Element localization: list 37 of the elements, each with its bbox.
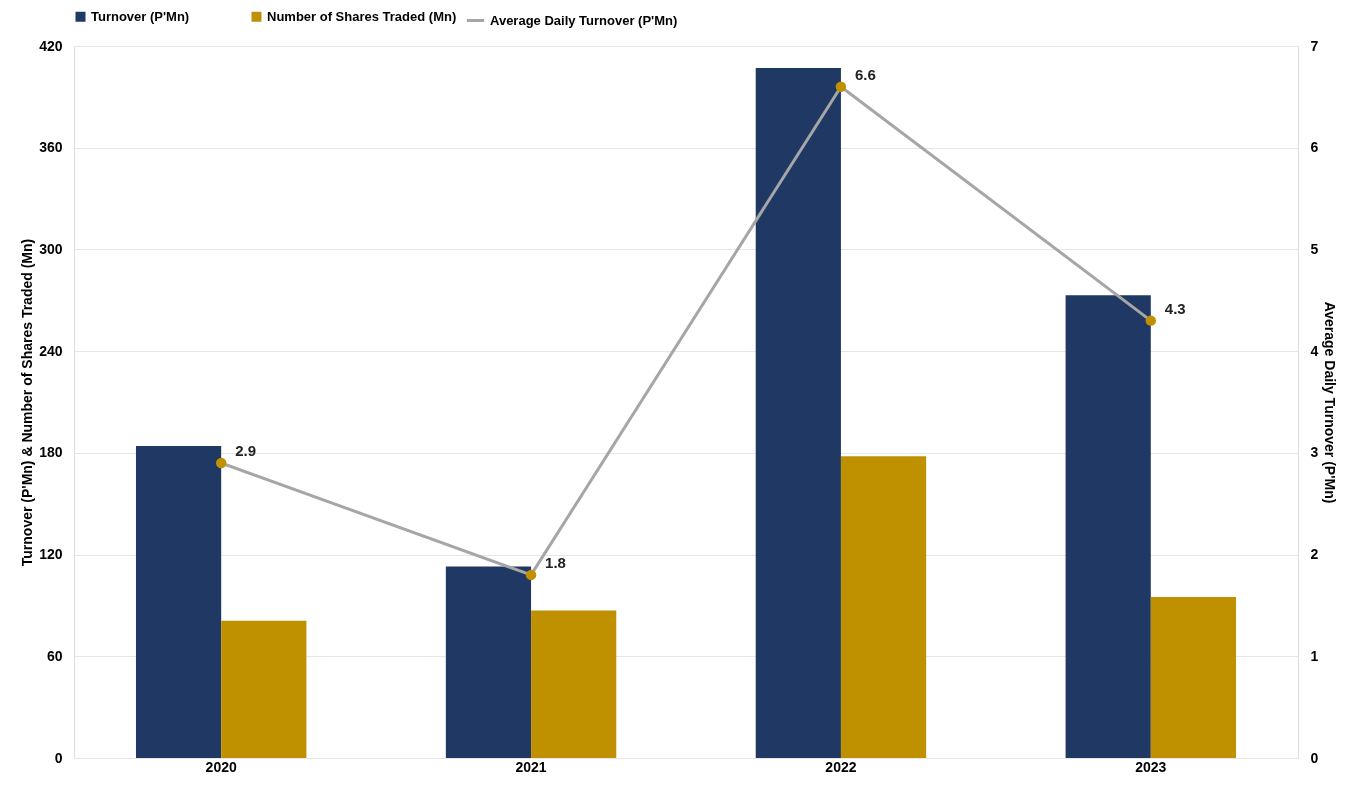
legend-label: Number of Shares Traded (Mn)	[267, 8, 457, 24]
y-tick-label: 60	[46, 647, 63, 664]
x-tick-label: 2023	[1135, 758, 1167, 775]
y-axis-title: Turnover (P'Mn) & Number of Shares Traded (Mn)	[19, 238, 36, 567]
bar	[1065, 295, 1151, 758]
bar	[531, 610, 617, 758]
y2-tick-label: 7	[1310, 37, 1319, 54]
y-tick-label: 420	[39, 37, 63, 54]
y2-tick-label: 0	[1310, 749, 1319, 766]
legend-label: Turnover (P'Mn)	[91, 8, 190, 24]
y-tick-label: 180	[39, 444, 63, 461]
y-tick-label: 360	[39, 139, 63, 156]
y-tick-label: 240	[39, 342, 63, 359]
y-tick-label: 300	[39, 240, 63, 257]
bar	[445, 566, 532, 758]
bar	[135, 446, 222, 758]
bar	[755, 68, 841, 758]
y-tick-label: 120	[39, 546, 63, 563]
bar	[840, 456, 927, 758]
x-tick-label: 2020	[205, 758, 237, 775]
y2-tick-label: 2	[1310, 546, 1319, 563]
data-label: 1.8	[545, 553, 566, 571]
data-label: 2.9	[235, 442, 257, 460]
y2-tick-label: 5	[1310, 240, 1319, 257]
y2-tick-label: 4	[1310, 342, 1319, 359]
x-tick-label: 2021	[515, 758, 547, 775]
legend-label: Average Daily Turnover (P'Mn)	[490, 12, 678, 28]
y-tick-label: 0	[54, 749, 63, 766]
y2-tick-label: 1	[1310, 647, 1319, 664]
x-tick-label: 2022	[825, 758, 857, 775]
bar	[221, 620, 307, 758]
data-label: 4.3	[1164, 299, 1186, 317]
bar	[1150, 596, 1237, 758]
y2-tick-label: 3	[1310, 444, 1319, 461]
y2-tick-label: 6	[1310, 139, 1319, 156]
y2-axis-title: Average Daily Turnover (P'Mn)	[1322, 301, 1339, 504]
data-label: 6.6	[854, 65, 876, 83]
